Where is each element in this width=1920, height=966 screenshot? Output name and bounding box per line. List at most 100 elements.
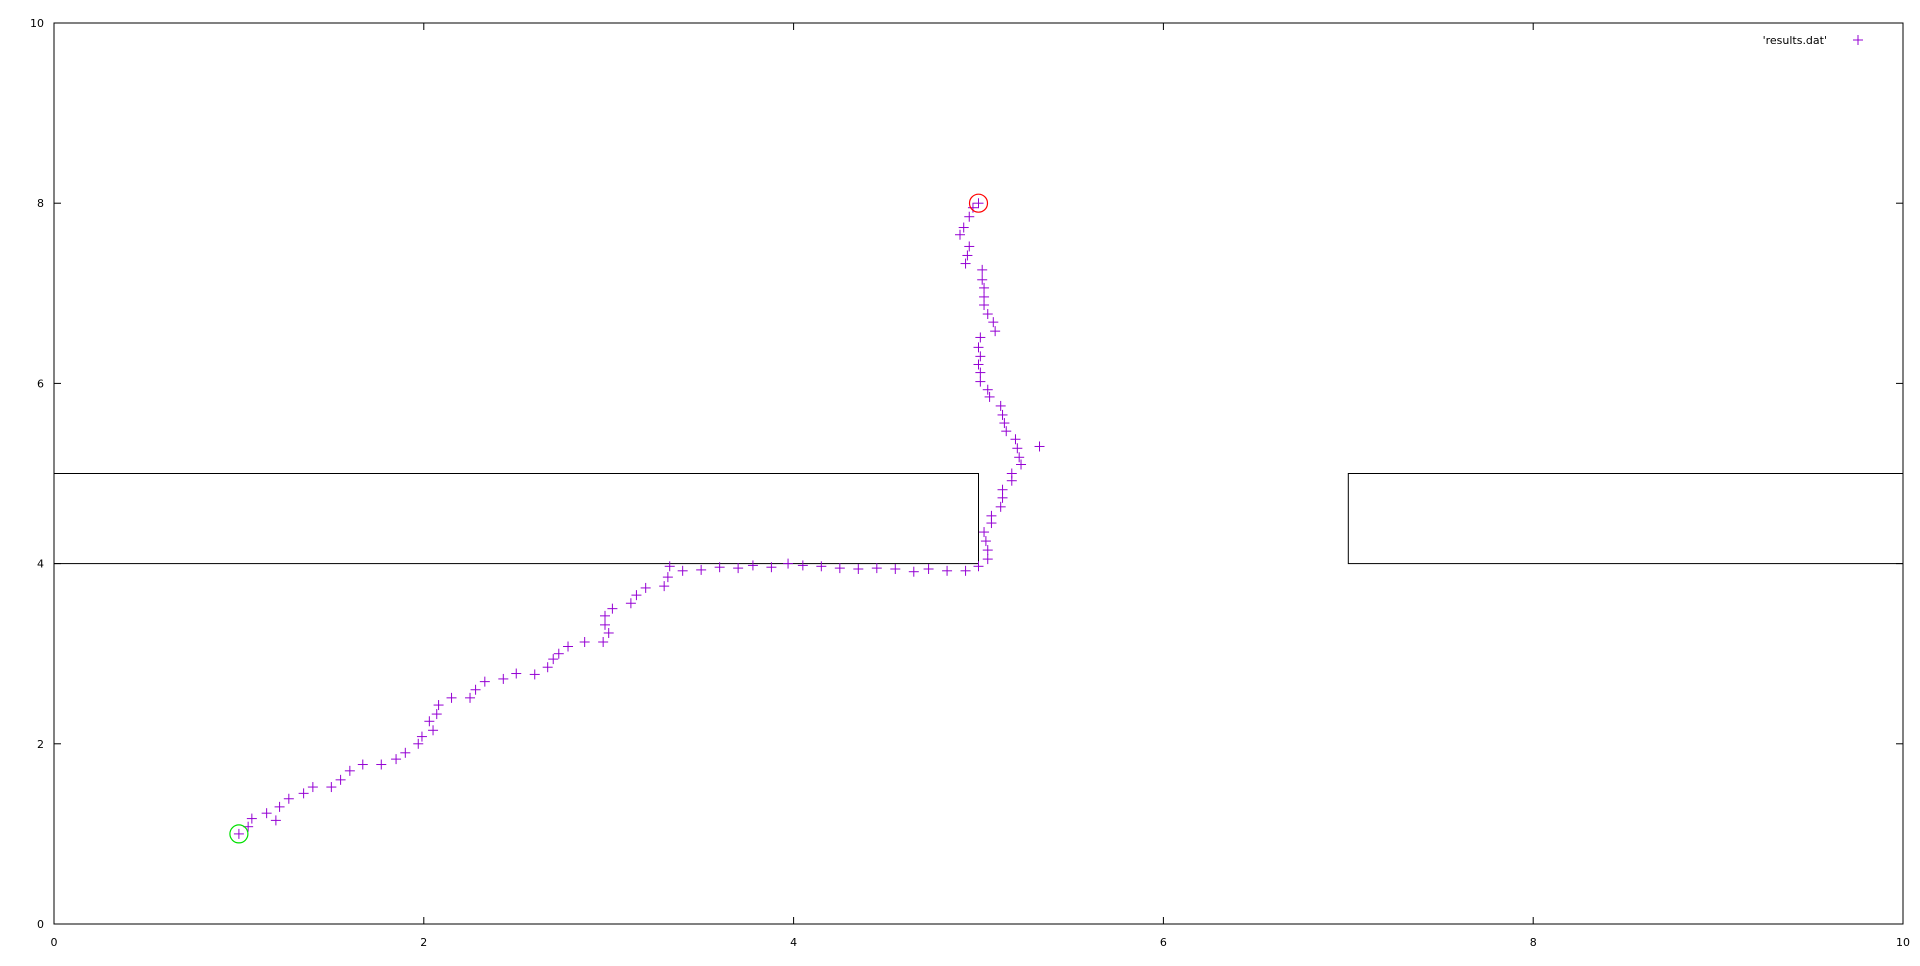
data-point [871, 563, 882, 574]
data-point [1016, 459, 1027, 470]
data-point [942, 565, 953, 576]
data-point [433, 700, 444, 711]
legend-marker-symbol [1853, 35, 1863, 45]
legend-label: 'results.dat' [1763, 34, 1827, 47]
data-point [973, 561, 984, 572]
data-point [967, 202, 978, 213]
data-point [548, 654, 559, 665]
data-point [553, 648, 564, 659]
data-point [982, 384, 993, 395]
x-tick-label: 10 [1896, 936, 1910, 949]
data-point [479, 676, 490, 687]
data-point [511, 668, 522, 679]
data-point [391, 754, 402, 765]
data-point [416, 731, 427, 742]
data-point [975, 376, 986, 387]
data-point [979, 527, 990, 538]
data-point [357, 759, 368, 770]
data-point [529, 669, 540, 680]
data-point [982, 545, 993, 556]
data-point [326, 782, 337, 793]
data-point [1034, 441, 1045, 452]
data-point [766, 562, 777, 573]
data-point [923, 564, 934, 575]
data-point [977, 264, 988, 275]
data-point [274, 801, 285, 812]
data-point [977, 274, 988, 285]
legend-marker [1853, 35, 1863, 45]
data-point [270, 815, 281, 826]
data-point [797, 560, 808, 571]
data-point [607, 603, 618, 614]
data-point [424, 716, 435, 727]
data-point [997, 409, 1008, 420]
end-marker-circle [968, 193, 989, 213]
data-point [431, 709, 442, 720]
y-tick-label: 8 [37, 197, 44, 210]
data-point [598, 636, 609, 647]
data-point [1006, 468, 1017, 479]
data-point [579, 636, 590, 647]
x-tick-label: 6 [1160, 936, 1167, 949]
data-point [603, 627, 614, 638]
y-tick-label: 4 [37, 558, 44, 571]
data-point [335, 774, 346, 785]
plot-frame [53, 22, 1904, 925]
data-point [664, 561, 675, 572]
data-point [498, 673, 509, 684]
data-point [890, 564, 901, 575]
data-point [677, 565, 688, 576]
data-point [283, 793, 294, 804]
data-point [625, 598, 636, 609]
data-point [1012, 443, 1023, 454]
data-point [982, 309, 993, 320]
data-point [1010, 434, 1021, 445]
y-tick-label: 2 [37, 738, 44, 751]
data-point [261, 808, 272, 819]
data-point [783, 558, 794, 569]
data-points [233, 198, 1045, 839]
data-point [980, 536, 991, 547]
data-point [979, 291, 990, 302]
data-point [984, 391, 995, 402]
data-point [428, 725, 439, 736]
legend: 'results.dat' [1763, 34, 1863, 47]
data-point [747, 560, 758, 571]
annotations [229, 193, 989, 844]
data-point [979, 282, 990, 293]
data-point [542, 662, 553, 673]
data-point [413, 738, 424, 749]
x-tick-label: 4 [790, 936, 797, 949]
data-point [307, 782, 318, 793]
data-point [997, 484, 1008, 495]
data-point [563, 641, 574, 652]
x-tick-label: 2 [420, 936, 427, 949]
data-point [988, 317, 999, 328]
data-point [233, 828, 244, 839]
data-point [659, 581, 670, 592]
data-point [600, 610, 611, 621]
data-point [470, 684, 481, 695]
data-point [400, 747, 411, 758]
data-point [986, 510, 997, 521]
x-tick-label: 8 [1530, 936, 1537, 949]
data-point [465, 692, 476, 703]
data-point [990, 326, 1001, 337]
data-point [973, 342, 984, 353]
obstacles [53, 473, 1904, 565]
data-point [298, 788, 309, 799]
obstacle-2 [1347, 473, 1904, 565]
data-point [662, 572, 673, 583]
data-point [344, 765, 355, 776]
data-point [1001, 426, 1012, 437]
data-point [1014, 452, 1025, 463]
y-tick-label: 0 [37, 918, 44, 931]
axis-ticks: 0 2 4 6 8 10 0 2 4 6 8 10 [30, 17, 1910, 949]
data-point [975, 367, 986, 378]
y-tick-label: 6 [37, 377, 44, 390]
data-point [640, 582, 651, 593]
data-point [995, 501, 1006, 512]
data-point [960, 258, 971, 269]
data-point [964, 211, 975, 222]
